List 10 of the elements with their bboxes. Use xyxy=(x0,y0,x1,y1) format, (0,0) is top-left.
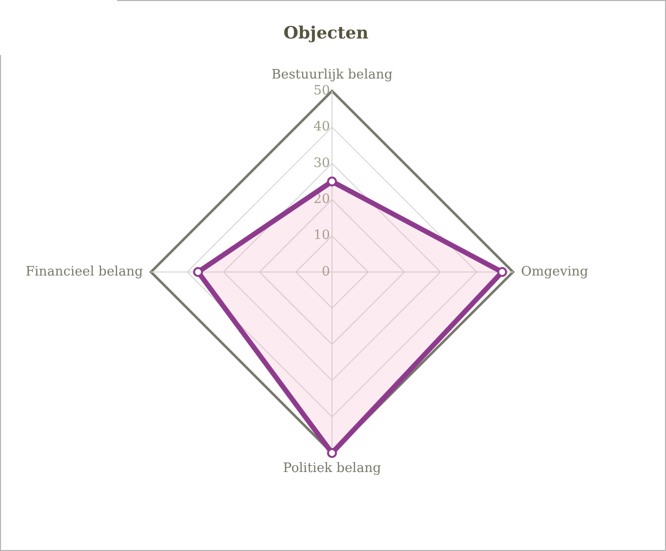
spoke-label: Politiek belang xyxy=(282,461,382,476)
y-tick-label: 0 xyxy=(322,264,330,280)
spoke-label: Financieel belang xyxy=(26,264,143,280)
chart-title: Objecten xyxy=(283,24,369,44)
y-tick-label: 50 xyxy=(313,83,330,98)
spoke-label: Omgeving xyxy=(521,264,588,280)
spoke-label: Bestuurlijk belang xyxy=(271,68,393,83)
y-tick-label: 10 xyxy=(313,228,330,244)
y-tick-label: 40 xyxy=(313,120,330,135)
y-tick-label: 30 xyxy=(313,156,330,171)
